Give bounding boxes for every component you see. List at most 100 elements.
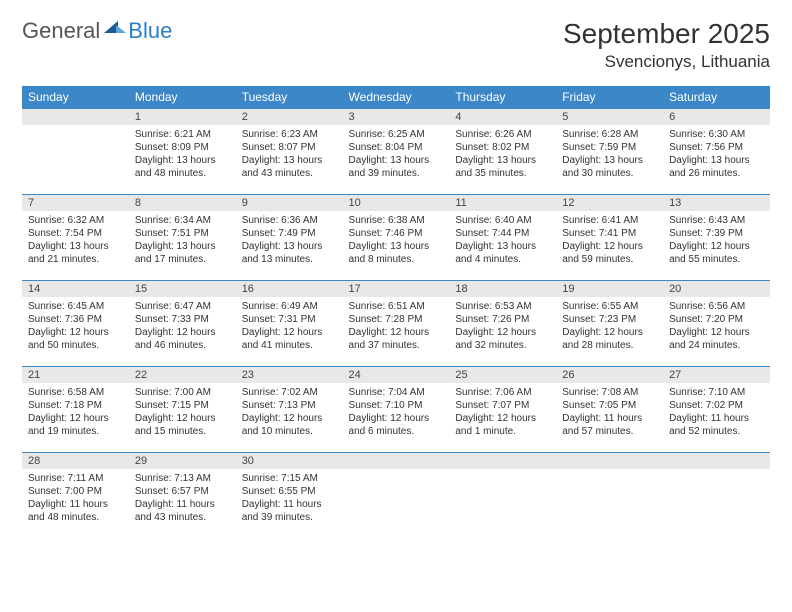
calendar-day-cell — [343, 452, 450, 538]
sunset-text: Sunset: 7:59 PM — [562, 141, 657, 154]
calendar-day-cell: 11Sunrise: 6:40 AMSunset: 7:44 PMDayligh… — [449, 194, 556, 280]
day-number: 19 — [556, 281, 663, 297]
calendar-day-cell: 22Sunrise: 7:00 AMSunset: 7:15 PMDayligh… — [129, 366, 236, 452]
sunset-text: Sunset: 7:05 PM — [562, 399, 657, 412]
sunrise-text: Sunrise: 6:55 AM — [562, 300, 657, 313]
sunrise-text: Sunrise: 7:02 AM — [242, 386, 337, 399]
daylight-text: Daylight: 13 hours and 43 minutes. — [242, 154, 337, 180]
daylight-text: Daylight: 13 hours and 48 minutes. — [135, 154, 230, 180]
day-number: 23 — [236, 367, 343, 383]
daylight-text: Daylight: 13 hours and 13 minutes. — [242, 240, 337, 266]
calendar-day-cell: 8Sunrise: 6:34 AMSunset: 7:51 PMDaylight… — [129, 194, 236, 280]
sunset-text: Sunset: 8:09 PM — [135, 141, 230, 154]
daylight-text: Daylight: 12 hours and 55 minutes. — [669, 240, 764, 266]
calendar-day-cell: 2Sunrise: 6:23 AMSunset: 8:07 PMDaylight… — [236, 108, 343, 194]
daylight-text: Daylight: 12 hours and 1 minute. — [455, 412, 550, 438]
day-number: 9 — [236, 195, 343, 211]
day-details: Sunrise: 7:08 AMSunset: 7:05 PMDaylight:… — [556, 383, 663, 442]
daylight-text: Daylight: 13 hours and 21 minutes. — [28, 240, 123, 266]
calendar-day-cell: 6Sunrise: 6:30 AMSunset: 7:56 PMDaylight… — [663, 108, 770, 194]
day-number — [663, 453, 770, 469]
sunset-text: Sunset: 7:51 PM — [135, 227, 230, 240]
sunrise-text: Sunrise: 6:58 AM — [28, 386, 123, 399]
daylight-text: Daylight: 12 hours and 24 minutes. — [669, 326, 764, 352]
sunset-text: Sunset: 7:33 PM — [135, 313, 230, 326]
sunrise-text: Sunrise: 7:15 AM — [242, 472, 337, 485]
daylight-text: Daylight: 12 hours and 37 minutes. — [349, 326, 444, 352]
day-details: Sunrise: 6:47 AMSunset: 7:33 PMDaylight:… — [129, 297, 236, 356]
day-details: Sunrise: 6:49 AMSunset: 7:31 PMDaylight:… — [236, 297, 343, 356]
sunrise-text: Sunrise: 6:56 AM — [669, 300, 764, 313]
day-number: 20 — [663, 281, 770, 297]
calendar-week-row: 21Sunrise: 6:58 AMSunset: 7:18 PMDayligh… — [22, 366, 770, 452]
sunrise-text: Sunrise: 7:04 AM — [349, 386, 444, 399]
day-details: Sunrise: 6:26 AMSunset: 8:02 PMDaylight:… — [449, 125, 556, 184]
header: General Blue September 2025 Svencionys, … — [22, 18, 770, 72]
calendar-day-cell — [22, 108, 129, 194]
day-number: 3 — [343, 109, 450, 125]
logo-word-1: General — [22, 18, 100, 44]
day-number: 28 — [22, 453, 129, 469]
calendar-day-cell: 14Sunrise: 6:45 AMSunset: 7:36 PMDayligh… — [22, 280, 129, 366]
sunset-text: Sunset: 7:41 PM — [562, 227, 657, 240]
sunrise-text: Sunrise: 6:30 AM — [669, 128, 764, 141]
daylight-text: Daylight: 13 hours and 35 minutes. — [455, 154, 550, 180]
logo-word-2: Blue — [128, 18, 172, 44]
weekday-header: Tuesday — [236, 86, 343, 108]
day-details: Sunrise: 6:32 AMSunset: 7:54 PMDaylight:… — [22, 211, 129, 270]
logo: General Blue — [22, 18, 172, 44]
day-number: 18 — [449, 281, 556, 297]
calendar-day-cell: 16Sunrise: 6:49 AMSunset: 7:31 PMDayligh… — [236, 280, 343, 366]
day-number — [449, 453, 556, 469]
location-label: Svencionys, Lithuania — [563, 52, 770, 72]
calendar-day-cell: 19Sunrise: 6:55 AMSunset: 7:23 PMDayligh… — [556, 280, 663, 366]
sunrise-text: Sunrise: 7:06 AM — [455, 386, 550, 399]
daylight-text: Daylight: 13 hours and 26 minutes. — [669, 154, 764, 180]
calendar-day-cell: 28Sunrise: 7:11 AMSunset: 7:00 PMDayligh… — [22, 452, 129, 538]
sunrise-text: Sunrise: 6:28 AM — [562, 128, 657, 141]
calendar-day-cell: 9Sunrise: 6:36 AMSunset: 7:49 PMDaylight… — [236, 194, 343, 280]
sunrise-text: Sunrise: 6:51 AM — [349, 300, 444, 313]
calendar-day-cell: 26Sunrise: 7:08 AMSunset: 7:05 PMDayligh… — [556, 366, 663, 452]
sunset-text: Sunset: 7:39 PM — [669, 227, 764, 240]
weekday-header: Saturday — [663, 86, 770, 108]
day-details: Sunrise: 6:25 AMSunset: 8:04 PMDaylight:… — [343, 125, 450, 184]
day-details: Sunrise: 7:04 AMSunset: 7:10 PMDaylight:… — [343, 383, 450, 442]
day-number: 17 — [343, 281, 450, 297]
sunset-text: Sunset: 7:20 PM — [669, 313, 764, 326]
calendar-day-cell: 25Sunrise: 7:06 AMSunset: 7:07 PMDayligh… — [449, 366, 556, 452]
sunrise-text: Sunrise: 6:40 AM — [455, 214, 550, 227]
calendar-day-cell: 12Sunrise: 6:41 AMSunset: 7:41 PMDayligh… — [556, 194, 663, 280]
sunset-text: Sunset: 7:46 PM — [349, 227, 444, 240]
calendar-day-cell: 7Sunrise: 6:32 AMSunset: 7:54 PMDaylight… — [22, 194, 129, 280]
day-details: Sunrise: 6:53 AMSunset: 7:26 PMDaylight:… — [449, 297, 556, 356]
daylight-text: Daylight: 11 hours and 52 minutes. — [669, 412, 764, 438]
calendar-day-cell: 30Sunrise: 7:15 AMSunset: 6:55 PMDayligh… — [236, 452, 343, 538]
sunset-text: Sunset: 7:56 PM — [669, 141, 764, 154]
calendar-day-cell: 5Sunrise: 6:28 AMSunset: 7:59 PMDaylight… — [556, 108, 663, 194]
sunset-text: Sunset: 8:02 PM — [455, 141, 550, 154]
day-number: 13 — [663, 195, 770, 211]
calendar-day-cell: 15Sunrise: 6:47 AMSunset: 7:33 PMDayligh… — [129, 280, 236, 366]
calendar-day-cell: 23Sunrise: 7:02 AMSunset: 7:13 PMDayligh… — [236, 366, 343, 452]
calendar-day-cell: 3Sunrise: 6:25 AMSunset: 8:04 PMDaylight… — [343, 108, 450, 194]
sunset-text: Sunset: 6:55 PM — [242, 485, 337, 498]
day-number — [556, 453, 663, 469]
sunset-text: Sunset: 7:44 PM — [455, 227, 550, 240]
day-details: Sunrise: 6:34 AMSunset: 7:51 PMDaylight:… — [129, 211, 236, 270]
day-number: 10 — [343, 195, 450, 211]
day-details: Sunrise: 7:15 AMSunset: 6:55 PMDaylight:… — [236, 469, 343, 528]
sunrise-text: Sunrise: 6:38 AM — [349, 214, 444, 227]
daylight-text: Daylight: 12 hours and 46 minutes. — [135, 326, 230, 352]
day-number: 12 — [556, 195, 663, 211]
calendar-day-cell: 17Sunrise: 6:51 AMSunset: 7:28 PMDayligh… — [343, 280, 450, 366]
daylight-text: Daylight: 12 hours and 50 minutes. — [28, 326, 123, 352]
day-details: Sunrise: 6:58 AMSunset: 7:18 PMDaylight:… — [22, 383, 129, 442]
day-number — [343, 453, 450, 469]
sunset-text: Sunset: 6:57 PM — [135, 485, 230, 498]
day-details: Sunrise: 6:21 AMSunset: 8:09 PMDaylight:… — [129, 125, 236, 184]
day-number: 16 — [236, 281, 343, 297]
day-number: 30 — [236, 453, 343, 469]
sunrise-text: Sunrise: 6:34 AM — [135, 214, 230, 227]
day-details: Sunrise: 7:06 AMSunset: 7:07 PMDaylight:… — [449, 383, 556, 442]
